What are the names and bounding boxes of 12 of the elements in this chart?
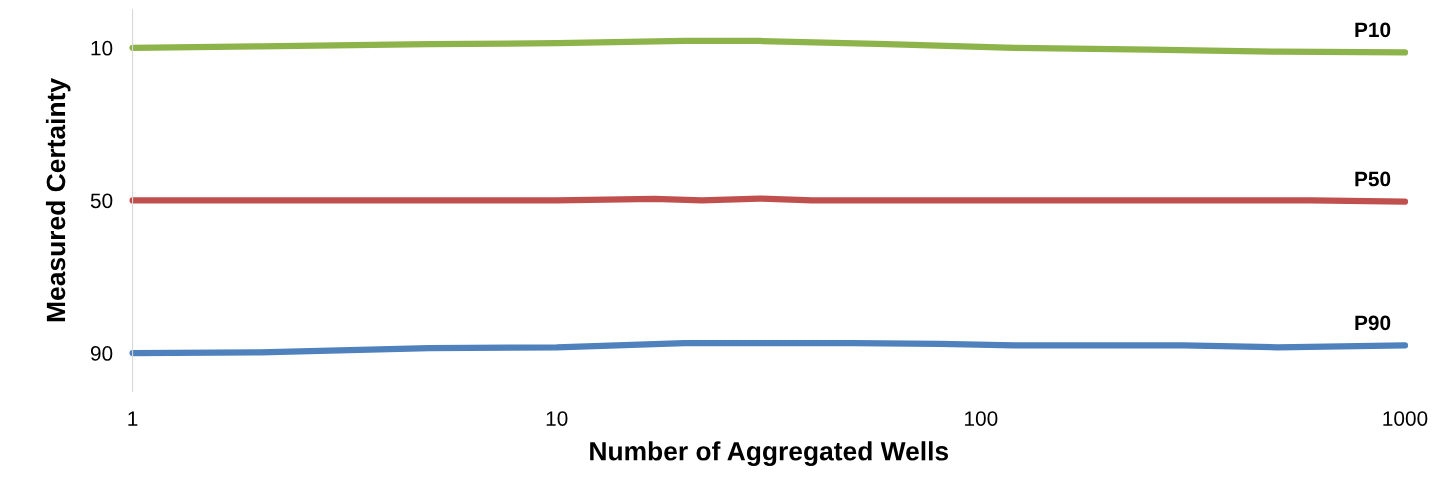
series-label: P50 [1355,171,1391,187]
y-tick-label: 50 [90,193,113,209]
y-tick-label: 90 [90,346,113,361]
series-label: P90 [1355,315,1391,331]
x-tick-label: 100 [965,411,998,426]
series-label: P10 [1355,22,1391,38]
y-axis-title: Measured Certainty [45,78,71,322]
x-tick-label: 10 [546,411,568,426]
y-tick-label: 10 [91,40,113,56]
x-tick-label: 1000 [1383,411,1428,426]
x-axis-title: Number of Aggregated Wells [590,441,949,466]
x-tick-label: 1 [128,411,138,426]
